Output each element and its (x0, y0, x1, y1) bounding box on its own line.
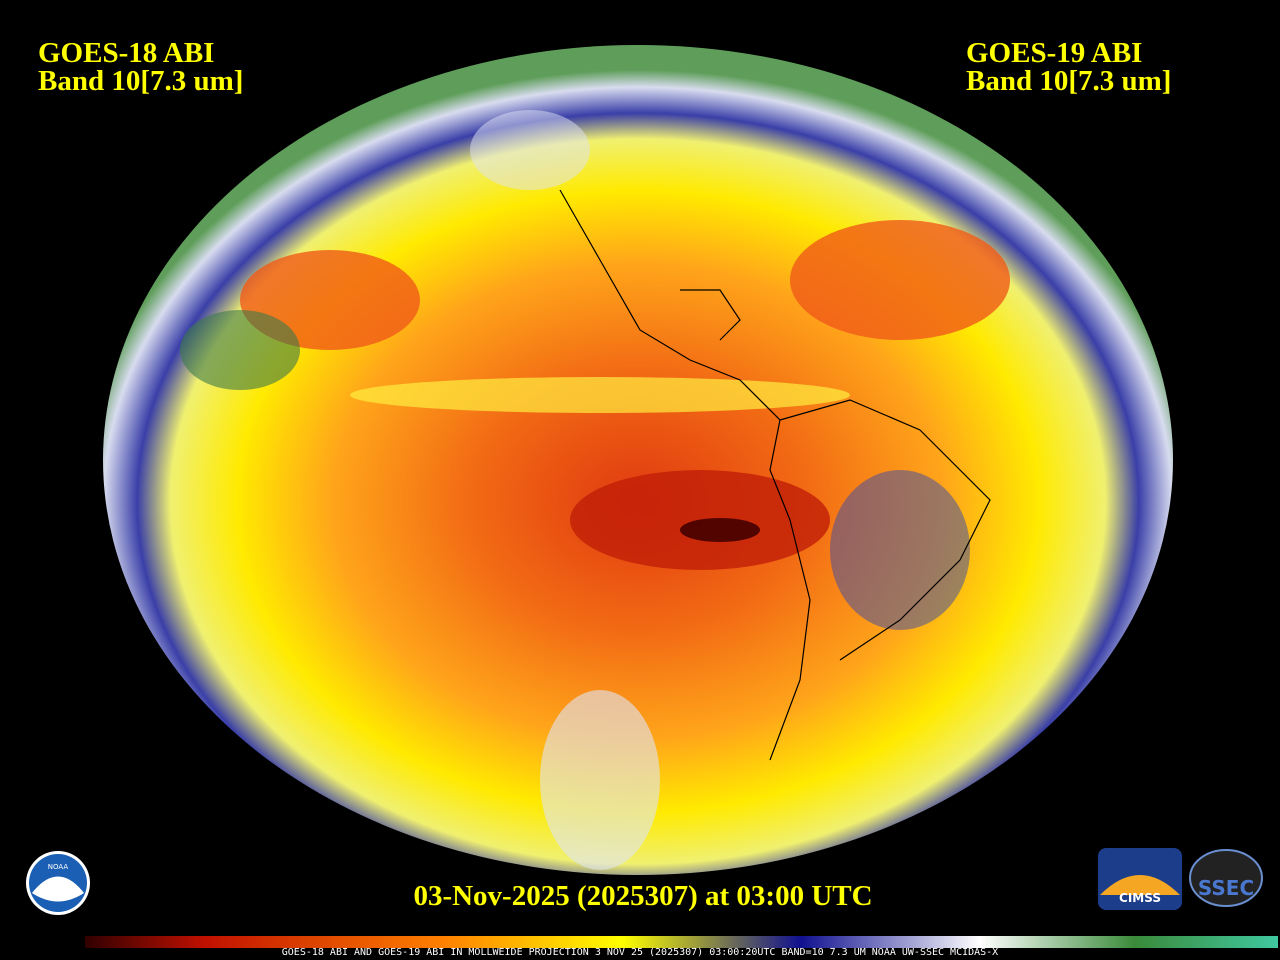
left-band: Band 10[7.3 um] (38, 65, 243, 97)
noaa-logo: NOAA (26, 851, 90, 915)
logo-text: CIMSS (1119, 891, 1161, 905)
logo-bg (1189, 849, 1263, 907)
ssec-logo: SSEC (1189, 849, 1263, 907)
cimss-logo: CIMSS (1098, 848, 1182, 910)
left-title: GOES-18 ABI (38, 37, 214, 69)
dry-region (790, 220, 1010, 340)
timestamp: 03-Nov-2025 (2025307) at 03:00 UTC (413, 880, 872, 912)
moist-region (180, 310, 300, 390)
right-band: Band 10[7.3 um] (966, 65, 1171, 97)
itcz-cloud (350, 377, 850, 413)
color-bar (85, 936, 1278, 948)
cloud-band (470, 110, 590, 190)
right-title: GOES-19 ABI (966, 37, 1142, 69)
moist-region (830, 470, 970, 630)
caption: GOES-18 ABI AND GOES-19 ABI IN MOLLWEIDE… (282, 947, 998, 958)
coastlines (559, 189, 991, 761)
cloud-band (540, 690, 660, 870)
logo-text: NOAA (48, 863, 69, 871)
logo-sun (1100, 875, 1180, 895)
dry-core (680, 518, 760, 542)
weather-features (180, 110, 1010, 870)
logo-text: SSEC (1198, 876, 1254, 900)
logo-gull (32, 876, 84, 902)
